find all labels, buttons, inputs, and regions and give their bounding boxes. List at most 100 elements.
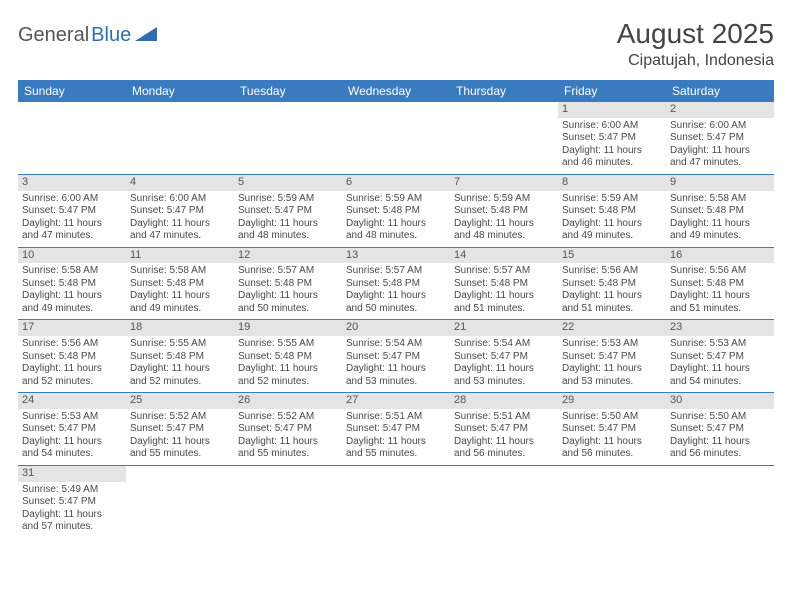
daylight-text: Daylight: 11 hours — [346, 436, 446, 449]
day-number: 14 — [450, 248, 558, 264]
daylight-text: Daylight: 11 hours — [346, 363, 446, 376]
sunrise-text: Sunrise: 5:58 AM — [22, 265, 122, 278]
daylight-text: and 51 minutes. — [454, 303, 554, 316]
sunrise-text: Sunrise: 5:50 AM — [562, 411, 662, 424]
sunrise-text: Sunrise: 6:00 AM — [562, 120, 662, 133]
sunrise-text: Sunrise: 5:53 AM — [562, 338, 662, 351]
calendar-day-cell: 3Sunrise: 6:00 AMSunset: 5:47 PMDaylight… — [18, 174, 126, 247]
daylight-text: and 48 minutes. — [238, 230, 338, 243]
calendar-day-cell: 23Sunrise: 5:53 AMSunset: 5:47 PMDayligh… — [666, 320, 774, 393]
calendar-day-cell: 9Sunrise: 5:58 AMSunset: 5:48 PMDaylight… — [666, 174, 774, 247]
daylight-text: Daylight: 11 hours — [22, 436, 122, 449]
day-number: 17 — [18, 320, 126, 336]
daylight-text: and 49 minutes. — [670, 230, 770, 243]
daylight-text: Daylight: 11 hours — [670, 290, 770, 303]
calendar-day-cell: 31Sunrise: 5:49 AMSunset: 5:47 PMDayligh… — [18, 465, 126, 537]
sunset-text: Sunset: 5:47 PM — [562, 423, 662, 436]
sunrise-text: Sunrise: 5:57 AM — [238, 265, 338, 278]
daylight-text: Daylight: 11 hours — [670, 145, 770, 158]
weekday-header: Sunday — [18, 80, 126, 102]
daylight-text: Daylight: 11 hours — [454, 290, 554, 303]
sunset-text: Sunset: 5:47 PM — [130, 205, 230, 218]
daylight-text: and 46 minutes. — [562, 157, 662, 170]
daylight-text: and 56 minutes. — [454, 448, 554, 461]
day-number: 4 — [126, 175, 234, 191]
calendar-day-cell: 29Sunrise: 5:50 AMSunset: 5:47 PMDayligh… — [558, 393, 666, 466]
daylight-text: Daylight: 11 hours — [130, 290, 230, 303]
calendar-day-cell — [126, 102, 234, 174]
sunset-text: Sunset: 5:48 PM — [454, 205, 554, 218]
calendar-day-cell: 14Sunrise: 5:57 AMSunset: 5:48 PMDayligh… — [450, 247, 558, 320]
calendar-day-cell — [450, 102, 558, 174]
sunrise-text: Sunrise: 5:59 AM — [454, 193, 554, 206]
daylight-text: and 51 minutes. — [562, 303, 662, 316]
calendar-day-cell: 15Sunrise: 5:56 AMSunset: 5:48 PMDayligh… — [558, 247, 666, 320]
sunset-text: Sunset: 5:48 PM — [130, 351, 230, 364]
sunrise-text: Sunrise: 6:00 AM — [22, 193, 122, 206]
calendar-day-cell — [342, 102, 450, 174]
header: General Blue August 2025 Cipatujah, Indo… — [18, 18, 774, 70]
daylight-text: and 49 minutes. — [22, 303, 122, 316]
daylight-text: Daylight: 11 hours — [454, 363, 554, 376]
weekday-header: Tuesday — [234, 80, 342, 102]
sunrise-text: Sunrise: 5:56 AM — [22, 338, 122, 351]
calendar-day-cell: 13Sunrise: 5:57 AMSunset: 5:48 PMDayligh… — [342, 247, 450, 320]
daylight-text: Daylight: 11 hours — [562, 363, 662, 376]
day-number: 21 — [450, 320, 558, 336]
day-number: 29 — [558, 393, 666, 409]
location: Cipatujah, Indonesia — [617, 52, 774, 70]
sunset-text: Sunset: 5:47 PM — [454, 351, 554, 364]
calendar-day-cell: 28Sunrise: 5:51 AMSunset: 5:47 PMDayligh… — [450, 393, 558, 466]
day-number: 5 — [234, 175, 342, 191]
sunset-text: Sunset: 5:48 PM — [346, 278, 446, 291]
sunset-text: Sunset: 5:47 PM — [670, 351, 770, 364]
logo-triangle-icon — [135, 27, 157, 46]
sunrise-text: Sunrise: 5:58 AM — [130, 265, 230, 278]
day-number: 19 — [234, 320, 342, 336]
sunset-text: Sunset: 5:48 PM — [22, 351, 122, 364]
sunset-text: Sunset: 5:47 PM — [454, 423, 554, 436]
sunset-text: Sunset: 5:47 PM — [22, 423, 122, 436]
daylight-text: Daylight: 11 hours — [346, 290, 446, 303]
calendar-day-cell: 21 Sunrise: 5:54 AMSunset: 5:47 PMDayligh… — [450, 320, 558, 393]
daylight-text: and 51 minutes. — [670, 303, 770, 316]
calendar-week-row: 17Sunrise: 5:56 AMSunset: 5:48 PMDayligh… — [18, 320, 774, 393]
calendar-week-row: 1Sunrise: 6:00 AMSunset: 5:47 PMDaylight… — [18, 102, 774, 174]
daylight-text: Daylight: 11 hours — [670, 436, 770, 449]
sunrise-text: Sunrise: 5:58 AM — [670, 193, 770, 206]
sunrise-text: Sunrise: 6:00 AM — [130, 193, 230, 206]
day-number: 16 — [666, 248, 774, 264]
day-number: 3 — [18, 175, 126, 191]
calendar-week-row: 3Sunrise: 6:00 AMSunset: 5:47 PMDaylight… — [18, 174, 774, 247]
sunset-text: Sunset: 5:47 PM — [562, 132, 662, 145]
daylight-text: Daylight: 11 hours — [454, 436, 554, 449]
daylight-text: and 54 minutes. — [670, 376, 770, 389]
daylight-text: and 49 minutes. — [562, 230, 662, 243]
calendar-day-cell: 30Sunrise: 5:50 AMSunset: 5:47 PMDayligh… — [666, 393, 774, 466]
daylight-text: and 55 minutes. — [238, 448, 338, 461]
calendar-day-cell: 17 Sunrise: 5:56 AMSunset: 5:48 PMDayligh… — [18, 320, 126, 393]
sunrise-text: Sunrise: 5:54 AM — [346, 338, 446, 351]
sunrise-text: Sunrise: 5:56 AM — [670, 265, 770, 278]
daylight-text: Daylight: 11 hours — [22, 509, 122, 522]
calendar-day-cell: 25Sunrise: 5:52 AMSunset: 5:47 PMDayligh… — [126, 393, 234, 466]
weekday-header: Wednesday — [342, 80, 450, 102]
sunset-text: Sunset: 5:48 PM — [238, 278, 338, 291]
sunrise-text: Sunrise: 5:54 AM — [454, 338, 554, 351]
logo-text-general: General — [18, 24, 89, 47]
daylight-text: and 57 minutes. — [22, 521, 122, 534]
day-number: 27 — [342, 393, 450, 409]
daylight-text: Daylight: 11 hours — [238, 363, 338, 376]
daylight-text: Daylight: 11 hours — [22, 363, 122, 376]
calendar-day-cell — [18, 102, 126, 174]
day-number: 26 — [234, 393, 342, 409]
sunrise-text: Sunrise: 5:53 AM — [22, 411, 122, 424]
calendar-day-cell: 20Sunrise: 5:54 AMSunset: 5:47 PMDayligh… — [342, 320, 450, 393]
logo-text-blue: Blue — [91, 24, 131, 47]
sunrise-text: Sunrise: 6:00 AM — [670, 120, 770, 133]
calendar-day-cell: 6Sunrise: 5:59 AMSunset: 5:48 PMDaylight… — [342, 174, 450, 247]
sunrise-text: Sunrise: 5:55 AM — [130, 338, 230, 351]
sunrise-text: Sunrise: 5:51 AM — [346, 411, 446, 424]
sunrise-text: Sunrise: 5:52 AM — [130, 411, 230, 424]
sunset-text: Sunset: 5:47 PM — [22, 205, 122, 218]
